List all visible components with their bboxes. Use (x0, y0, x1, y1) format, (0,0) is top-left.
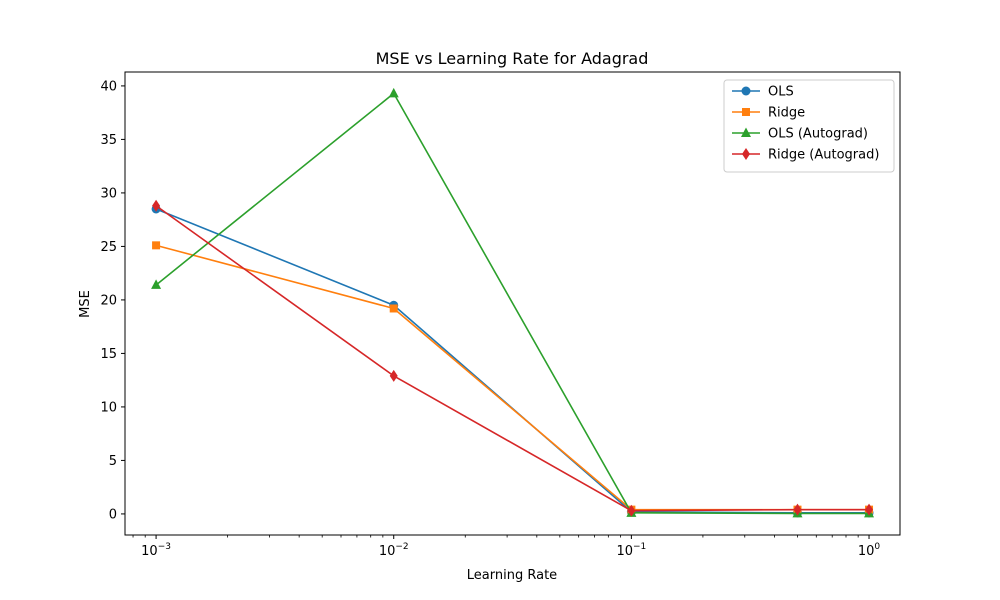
legend-marker (742, 108, 750, 116)
plot-area: 0 5 10 15 20 25 30 35 40 10−3 10−2 10−1 100 (100, 71, 901, 559)
x-tick-label: 10−1 (616, 542, 646, 559)
data-point (793, 503, 802, 516)
data-point (152, 241, 161, 250)
series-line (155, 244, 870, 511)
legend: OLS Ridge OLS (Autograd) Ridge (Autograd) (723, 79, 895, 173)
data-point (865, 503, 874, 516)
data-point (627, 504, 636, 517)
y-tick-label: 15 (100, 347, 117, 362)
x-tick-label: 100 (858, 542, 881, 559)
y-tick-label: 30 (100, 186, 117, 201)
legend-label: Ridge (Autograd) (768, 148, 879, 163)
y-tick-label: 25 (100, 240, 117, 255)
legend-marker (742, 148, 750, 160)
legend-label: OLS (Autograd) (768, 127, 868, 142)
y-tick-label: 35 (100, 133, 117, 148)
x-tick-label: 10−2 (379, 542, 409, 559)
legend-box (723, 79, 895, 173)
x-tick-label: 10−3 (141, 542, 171, 559)
y-axis-label: MSE (78, 290, 93, 318)
data-point (151, 279, 162, 289)
data-point (388, 87, 399, 98)
data-point (389, 304, 398, 313)
y-tick-label: 20 (100, 293, 117, 308)
y-tick-label: 40 (100, 79, 117, 94)
legend-label: Ridge (768, 106, 805, 121)
legend-marker (741, 127, 751, 137)
y-tick-label: 0 (109, 507, 117, 522)
chart-title: MSE vs Learning Rate for Adagrad (376, 49, 649, 68)
series-line (155, 208, 870, 514)
y-tick-label: 10 (100, 400, 117, 415)
x-axis-label: Learning Rate (467, 568, 557, 583)
legend-marker (741, 86, 751, 96)
legend-label: OLS (768, 85, 794, 100)
data-point (152, 199, 161, 212)
y-tick-label: 5 (109, 454, 117, 469)
axes-frame (124, 71, 901, 536)
data-point (389, 369, 398, 382)
